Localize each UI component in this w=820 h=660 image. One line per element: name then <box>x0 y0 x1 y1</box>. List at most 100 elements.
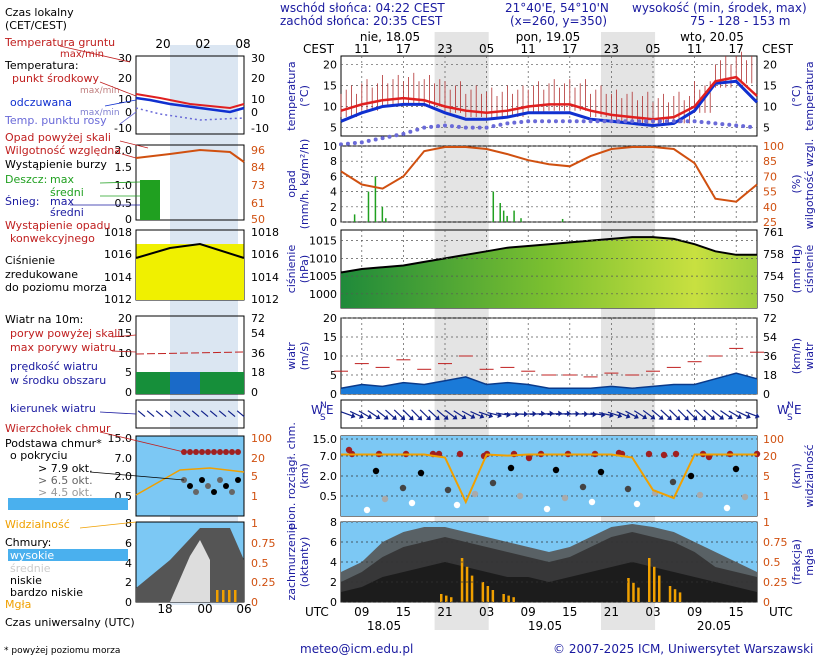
legend-arrow-shaft <box>218 410 227 418</box>
cloud-base-dot <box>372 467 380 475</box>
wind-arrow <box>694 409 707 421</box>
fog-bar <box>627 578 630 602</box>
legend-arrow-shaft <box>137 410 146 418</box>
fog-bar <box>658 575 661 602</box>
legend-leader-line <box>121 153 137 159</box>
cloud-base-dot <box>516 492 524 500</box>
legend-leader-line <box>99 81 137 97</box>
dew-point-dot <box>436 124 441 129</box>
cover-tick-left: 0 <box>330 596 337 609</box>
bottom-hour-label: 09 <box>354 605 369 619</box>
wind-arrow-shaft <box>436 409 446 418</box>
cloud-base-dot <box>561 494 569 502</box>
wind-arrow-head <box>625 413 631 419</box>
legend-okta-4: > 0.1 okt. <box>38 510 93 523</box>
legend-leader-line <box>104 99 137 107</box>
cloud-tick-left: 15.0 <box>313 433 338 446</box>
cest-label-left: CEST <box>303 42 335 56</box>
legend-feel-line <box>135 96 245 114</box>
legend-temp-tick-left: 0 <box>125 106 132 119</box>
wind-arrow <box>349 410 364 419</box>
wind-arrow <box>367 410 381 420</box>
dew-point-dot <box>609 119 614 124</box>
bottom-hour-label: 15 <box>562 605 577 619</box>
bottom-hour-label: 09 <box>687 605 702 619</box>
legend-cover-tick-left: 8 <box>125 517 132 530</box>
legend-wind-arrow <box>200 410 209 418</box>
fog-tick-right: 0 <box>763 596 770 609</box>
wind-tick-left: 5 <box>330 369 337 382</box>
wind-tick-right: 72 <box>763 312 777 325</box>
wind-arrow-head <box>718 414 724 420</box>
legend-snow-max: max <box>50 195 74 208</box>
wind-arrow-head <box>506 411 511 418</box>
rh-tick-right: 40 <box>763 201 777 214</box>
wind-arrow-head <box>675 415 681 421</box>
grid-text: (x=260, y=350) <box>510 14 608 28</box>
legend-wind-mean-sub: w środku obszaru <box>10 374 106 387</box>
temp-tick-left: 15 <box>323 79 337 92</box>
legend-cloud-light <box>170 540 210 602</box>
wind-tick-left: 15 <box>323 331 337 344</box>
fog-bar <box>668 586 672 602</box>
contact-email[interactable]: meteo@icm.edu.pl <box>300 642 414 656</box>
dew-point-dot <box>547 119 551 124</box>
vis-tick-right: 100 <box>763 433 784 446</box>
top-hour-label: 17 <box>729 42 744 56</box>
wind-arrow <box>625 410 639 419</box>
dew-point-dot <box>692 119 697 124</box>
legend-cover-tick-right: 0.5 <box>251 557 269 570</box>
utc-label-right: UTC <box>769 605 793 619</box>
dew-point-dot <box>443 123 447 128</box>
cloud-base-dot <box>453 501 461 509</box>
wind-arrow-head <box>400 415 406 421</box>
legend-feel: odczuwana <box>10 96 72 109</box>
wind-arrow <box>616 411 631 419</box>
dew-point-dot <box>415 127 420 132</box>
legend-wind-arrow <box>146 410 155 418</box>
top-hour-label: 11 <box>521 42 536 56</box>
wind-axis-label-right: wiatr <box>803 342 816 370</box>
cloud-top-dot <box>672 450 680 458</box>
cover-tick-left: 8 <box>330 516 337 529</box>
vis-tick-right: 5 <box>763 470 770 483</box>
wind-arrow <box>445 409 458 420</box>
wind-arrow-head <box>666 415 672 421</box>
dir-s-right: S <box>787 413 793 423</box>
pressure-line <box>340 236 757 274</box>
top-hour-label: 11 <box>687 42 702 56</box>
dir-w-left: W <box>311 403 323 417</box>
fog-bar <box>465 566 469 602</box>
cloud-base-dot <box>417 469 425 477</box>
rain-bar <box>502 210 505 222</box>
legend-cloud-base-dot <box>205 483 211 489</box>
wind-tick-right: 18 <box>763 369 777 382</box>
dew-point-dot <box>477 125 482 130</box>
vis-tick-right: 20 <box>763 450 777 463</box>
wind-arrow-shaft <box>495 412 507 416</box>
dir-n-left: N <box>320 401 327 411</box>
fog-bar <box>502 594 505 602</box>
wind-arrow <box>419 409 431 421</box>
press-axis-label-left: ciśnienie <box>285 245 298 294</box>
legend-cloud-base-dot <box>235 477 241 483</box>
dew-point-dot <box>526 119 531 124</box>
legend-wind-arrow <box>164 410 173 418</box>
legend-press-tick-right: 1018 <box>251 226 279 239</box>
prec-axis-unit-right: (%) <box>790 174 803 193</box>
legend-cloud-top-dot <box>193 449 199 455</box>
legend-cloud-base-sub: o pokryciu <box>10 449 67 462</box>
dew-point-dot <box>498 122 503 127</box>
dew-point-dot <box>713 121 718 126</box>
legend-wind-arrow <box>173 410 182 418</box>
wind-arrow-head <box>592 411 597 418</box>
cloud-axis-unit-right: (km) <box>790 463 803 489</box>
fog-bar <box>673 589 677 602</box>
dew-point-dot <box>519 119 524 124</box>
wind-arrow-head <box>754 412 760 419</box>
wind-arrow-head <box>658 414 664 420</box>
wind-tick-right: 0 <box>763 388 770 401</box>
copyright-text: © 2007-2025 ICM, Uniwersytet Warszawski <box>553 642 814 656</box>
